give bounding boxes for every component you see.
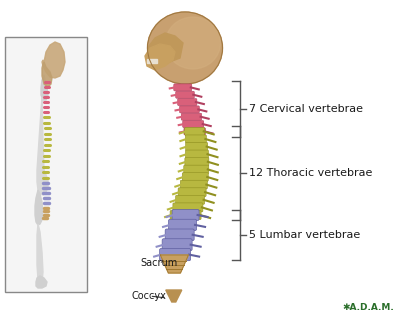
Polygon shape [166,290,182,302]
Polygon shape [42,62,52,87]
FancyBboxPatch shape [184,128,206,135]
Text: 12 Thoracic vertebrae: 12 Thoracic vertebrae [249,168,372,178]
FancyBboxPatch shape [185,127,205,135]
Text: Sacrum: Sacrum [140,258,177,268]
FancyBboxPatch shape [176,91,194,98]
Polygon shape [36,276,47,288]
Polygon shape [147,59,157,63]
Polygon shape [35,190,43,225]
FancyBboxPatch shape [184,165,209,174]
FancyBboxPatch shape [178,99,197,106]
Polygon shape [160,255,188,273]
FancyBboxPatch shape [183,121,204,128]
FancyBboxPatch shape [178,188,206,196]
FancyBboxPatch shape [174,84,192,91]
FancyBboxPatch shape [176,195,205,204]
Polygon shape [147,33,183,66]
FancyBboxPatch shape [168,219,196,230]
FancyBboxPatch shape [185,157,209,166]
Polygon shape [145,44,175,70]
Polygon shape [37,98,48,195]
FancyBboxPatch shape [180,180,207,189]
Polygon shape [41,75,48,100]
Polygon shape [42,42,65,78]
Text: ✱A.D.A.M.: ✱A.D.A.M. [342,303,394,312]
FancyBboxPatch shape [162,239,192,251]
Polygon shape [37,224,43,284]
FancyBboxPatch shape [173,203,203,212]
Ellipse shape [148,12,222,84]
FancyBboxPatch shape [181,113,202,120]
FancyBboxPatch shape [172,210,199,220]
Text: 7 Cervical vertebrae: 7 Cervical vertebrae [249,104,363,114]
Ellipse shape [166,17,220,69]
FancyBboxPatch shape [165,229,194,241]
Text: 5 Lumbar vertebrae: 5 Lumbar vertebrae [249,230,360,240]
FancyBboxPatch shape [182,173,208,181]
Text: Coccyx: Coccyx [132,291,167,301]
FancyBboxPatch shape [186,150,208,158]
FancyBboxPatch shape [186,135,206,143]
FancyBboxPatch shape [186,142,208,151]
Bar [5,37,87,292]
FancyBboxPatch shape [170,211,201,220]
FancyBboxPatch shape [160,249,191,261]
FancyBboxPatch shape [180,106,199,113]
